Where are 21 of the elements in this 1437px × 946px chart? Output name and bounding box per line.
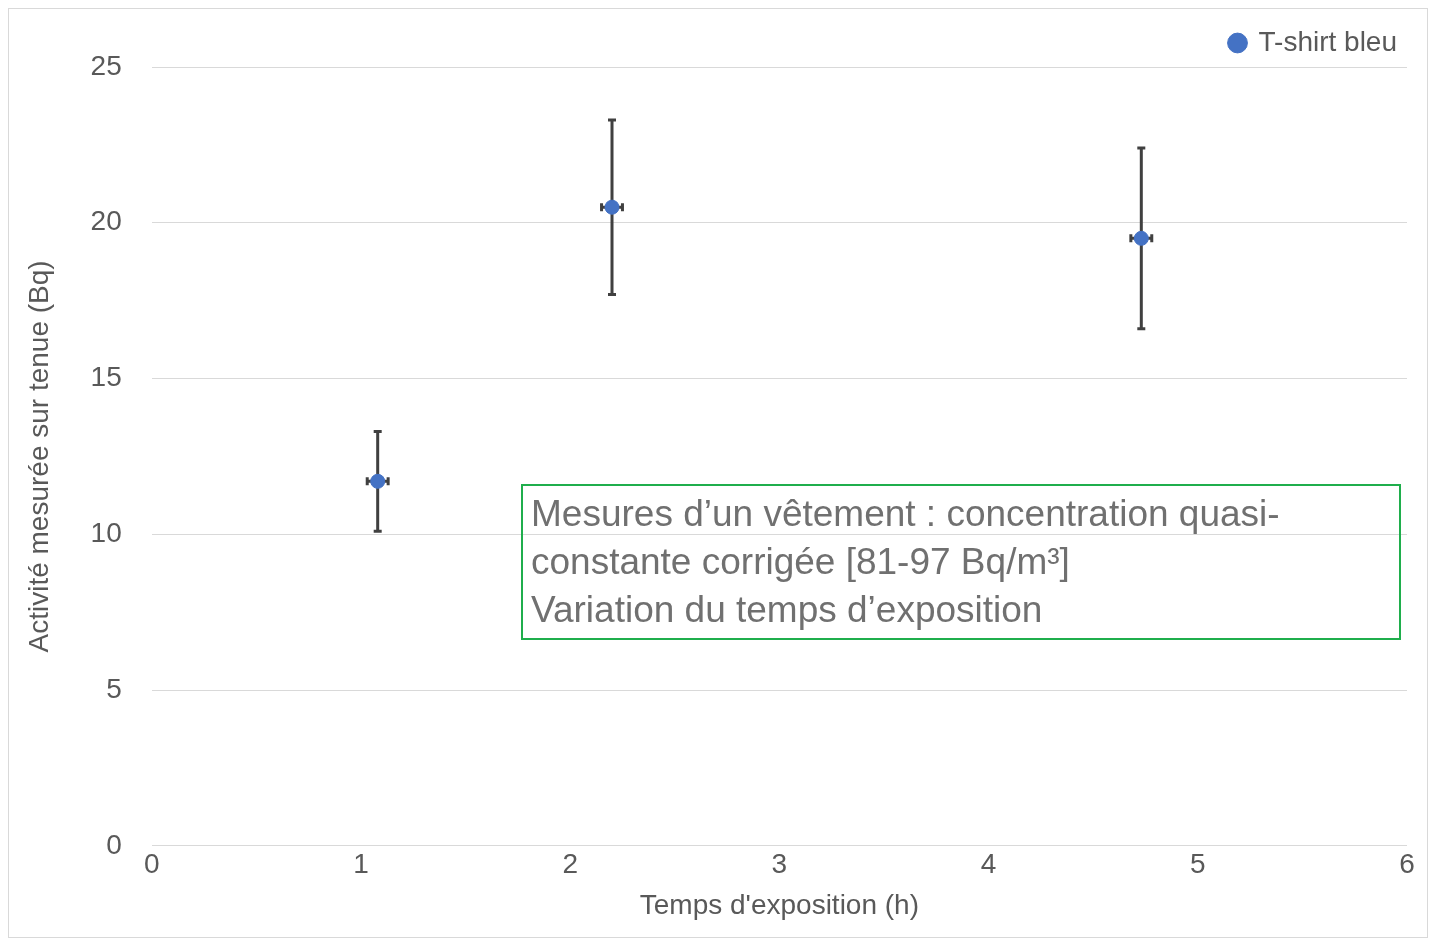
point: [370, 473, 386, 489]
y-tick-label: 0: [106, 828, 122, 860]
x-tick-label: 4: [980, 848, 997, 880]
y-axis-title: Activité mesurée sur tenue (Bq): [22, 260, 54, 653]
x-tick-label: 2: [562, 848, 578, 880]
point: [604, 199, 620, 215]
y-tick-label: 10: [90, 517, 122, 548]
point: [1133, 230, 1149, 246]
x-tick-label: 3: [771, 848, 788, 880]
y-tick-label: 25: [90, 49, 122, 81]
legend-label: T-shirt bleu: [1258, 25, 1397, 57]
y-tick-label: 5: [106, 672, 122, 704]
x-tick-label: 6: [1399, 848, 1415, 880]
annotation: Variation du temps d’exposition: [531, 588, 1044, 632]
x-tick-label: 1: [353, 848, 369, 880]
y-tick-label: 15: [90, 361, 122, 393]
x-axis-title: Temps d'exposition (h): [639, 888, 919, 920]
x-tick-label: 0: [143, 848, 160, 880]
annotation: Mesures d’un vêtement : concentration quasi-constante corrigée [81-97 Bq/m³]: [531, 492, 1281, 584]
x-tick-label: 5: [1190, 848, 1206, 880]
y-tick-label: 20: [90, 205, 122, 237]
